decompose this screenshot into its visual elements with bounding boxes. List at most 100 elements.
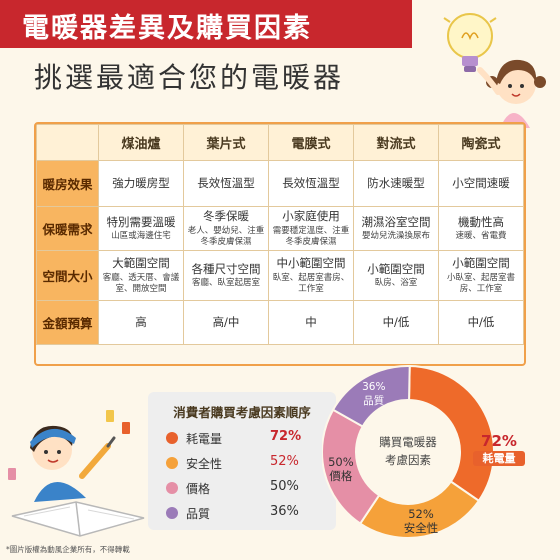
donut-value-label: 50% bbox=[328, 455, 354, 469]
row-header: 暖房效果 bbox=[36, 160, 99, 207]
donut-slice-4 bbox=[331, 365, 411, 428]
ranking-value: 36% bbox=[270, 504, 299, 519]
cell-main: 中 bbox=[305, 315, 317, 330]
ranking-value: 50% bbox=[270, 479, 299, 494]
ranking-card: 消費者購買考慮因素順序 耗電量 72% 安全性 52% 價格 50% 品質 36… bbox=[148, 392, 336, 530]
table-cell: 各種尺寸空間客廳、臥室起居室 bbox=[183, 250, 269, 301]
col-header: 對流式 bbox=[353, 124, 439, 161]
bullet-dot-icon bbox=[166, 457, 178, 469]
ranking-item: 品質 36% bbox=[166, 503, 334, 523]
cell-main: 小空間速暖 bbox=[452, 176, 510, 191]
center-label-line1: 購買電暖器 bbox=[379, 435, 437, 449]
cell-main: 高 bbox=[135, 315, 147, 330]
table-cell: 小範圍空間小臥室、起居室書房、工作室 bbox=[438, 250, 524, 301]
light-bulb-icon bbox=[443, 13, 497, 72]
cell-sub: 嬰幼兒洗澡換尿布 bbox=[361, 231, 430, 242]
cell-sub: 需要穩定溫度、注重冬季皮膚保濕 bbox=[272, 225, 350, 247]
comparison-table: 煤油爐 葉片式 電膜式 對流式 陶瓷式 暖房效果 強力暖房型 長效恆溫型 長效恆… bbox=[36, 124, 524, 364]
ranking-item: 耗電量 72% bbox=[166, 428, 334, 448]
table-cell: 大範圍空間客廳、透天厝、會議室、開放空間 bbox=[98, 250, 184, 301]
boy-reading-illustration bbox=[8, 410, 145, 537]
table-cell: 小範圍空間臥房、浴室 bbox=[353, 250, 439, 301]
ranking-value: 52% bbox=[270, 454, 299, 469]
table-cell: 長效恆溫型 bbox=[268, 160, 354, 207]
table-corner bbox=[36, 124, 99, 161]
table-cell: 中小範圍空間臥室、起居室書房、工作室 bbox=[268, 250, 354, 301]
table-cell: 中/低 bbox=[353, 300, 439, 345]
cell-sub: 客廳、臥室起居室 bbox=[191, 278, 260, 289]
donut-category-label: 價格 bbox=[329, 469, 352, 483]
bullet-dot-icon bbox=[166, 482, 178, 494]
center-label-line2: 考慮因素 bbox=[385, 453, 431, 467]
table-row: 暖房效果 強力暖房型 長效恆溫型 長效恆溫型 防水速暖型 小空間速暖 bbox=[36, 160, 524, 207]
cell-main: 強力暖房型 bbox=[112, 176, 170, 191]
cell-main: 大範圍空間 bbox=[112, 255, 170, 270]
table-cell: 小家庭使用需要穩定溫度、注重冬季皮膚保濕 bbox=[268, 206, 354, 251]
donut-category-label: 安全性 bbox=[404, 521, 439, 535]
cell-main: 中小範圍空間 bbox=[276, 255, 346, 270]
table-cell: 中/低 bbox=[438, 300, 524, 345]
table-row: 保暖需求 特別需要溫暖山區或海邊住宅 冬季保暖老人、嬰幼兒、注重冬季皮膚保濕 小… bbox=[36, 206, 524, 251]
row-header: 保暖需求 bbox=[36, 206, 99, 251]
donut-value-label: 36% bbox=[362, 381, 385, 393]
table-cell: 高 bbox=[98, 300, 184, 345]
table-cell: 機動性高速暖、省電費 bbox=[438, 206, 524, 251]
factor-donut-chart: 72%耗電量 52%安全性 50%價格 36%品質 購買電暖器 考慮因素 bbox=[322, 364, 525, 539]
ranking-label: 價格 bbox=[186, 482, 211, 496]
header: 電暖器差異及購買因素 挑選最適合您的電暖器 bbox=[0, 0, 560, 104]
cell-main: 冬季保暖 bbox=[203, 208, 249, 223]
table-cell: 潮濕浴室空間嬰幼兒洗澡換尿布 bbox=[353, 206, 439, 251]
bullet-dot-icon bbox=[166, 432, 178, 444]
ranking-label: 耗電量 bbox=[186, 432, 223, 446]
donut-slice-1 bbox=[408, 364, 495, 503]
cell-main: 特別需要溫暖 bbox=[106, 214, 176, 229]
ranking-label: 安全性 bbox=[186, 457, 223, 471]
donut-category-label: 品質 bbox=[363, 394, 384, 407]
copyright-note: *圖片版權為動風企業所有，不得轉載 bbox=[6, 545, 130, 554]
cell-sub: 臥房、浴室 bbox=[374, 278, 418, 289]
table-cell: 長效恆溫型 bbox=[183, 160, 269, 207]
cell-main: 小家庭使用 bbox=[282, 208, 340, 223]
cell-main: 各種尺寸空間 bbox=[191, 261, 261, 276]
ranking-value: 72% bbox=[270, 429, 302, 444]
table-cell: 特別需要溫暖山區或海邊住宅 bbox=[98, 206, 184, 251]
page-title: 電暖器差異及購買因素 bbox=[22, 13, 312, 44]
ranking-label: 品質 bbox=[186, 507, 211, 521]
col-header: 葉片式 bbox=[183, 124, 269, 161]
cell-sub: 速暖、省電費 bbox=[455, 231, 507, 242]
cell-main: 中/低 bbox=[467, 315, 495, 330]
cell-sub: 臥室、起居室書房、工作室 bbox=[272, 272, 350, 294]
cell-sub: 老人、嬰幼兒、注重冬季皮膚保濕 bbox=[187, 225, 265, 247]
cell-main: 防水速暖型 bbox=[367, 176, 425, 191]
cell-main: 長效恆溫型 bbox=[282, 176, 340, 191]
cell-sub: 客廳、透天厝、會議室、開放空間 bbox=[102, 272, 180, 294]
table-cell: 高/中 bbox=[183, 300, 269, 345]
cell-sub: 山區或海邊住宅 bbox=[111, 231, 171, 242]
cell-main: 機動性高 bbox=[458, 214, 504, 229]
donut-category-label: 耗電量 bbox=[483, 451, 516, 465]
cell-main: 小範圍空間 bbox=[452, 255, 510, 270]
bullet-dot-icon bbox=[166, 507, 178, 519]
table-cell: 冬季保暖老人、嬰幼兒、注重冬季皮膚保濕 bbox=[183, 206, 269, 251]
cell-main: 長效恆溫型 bbox=[197, 176, 255, 191]
cell-main: 小範圍空間 bbox=[367, 261, 425, 276]
ranking-item: 價格 50% bbox=[166, 478, 334, 498]
title-band bbox=[0, 0, 412, 48]
row-header: 空間大小 bbox=[36, 250, 99, 301]
ranking-item: 安全性 52% bbox=[166, 453, 334, 473]
table-cell: 防水速暖型 bbox=[353, 160, 439, 207]
table-cell: 小空間速暖 bbox=[438, 160, 524, 207]
table-cell: 中 bbox=[268, 300, 354, 345]
row-header: 金額預算 bbox=[36, 300, 99, 345]
value-label-bg bbox=[473, 451, 525, 466]
cell-main: 高/中 bbox=[212, 315, 240, 330]
col-header: 煤油爐 bbox=[98, 124, 184, 161]
page-subtitle: 挑選最適合您的電暖器 bbox=[34, 61, 345, 94]
girl-illustration bbox=[477, 59, 546, 128]
ranking-title: 消費者購買考慮因素順序 bbox=[173, 405, 311, 420]
table-row: 空間大小 大範圍空間客廳、透天厝、會議室、開放空間 各種尺寸空間客廳、臥室起居室… bbox=[36, 250, 524, 301]
col-header: 電膜式 bbox=[268, 124, 354, 161]
cell-sub: 小臥室、起居室書房、工作室 bbox=[446, 272, 515, 294]
donut-value-label: 72% bbox=[481, 432, 517, 450]
cell-main: 潮濕浴室空間 bbox=[361, 214, 431, 229]
